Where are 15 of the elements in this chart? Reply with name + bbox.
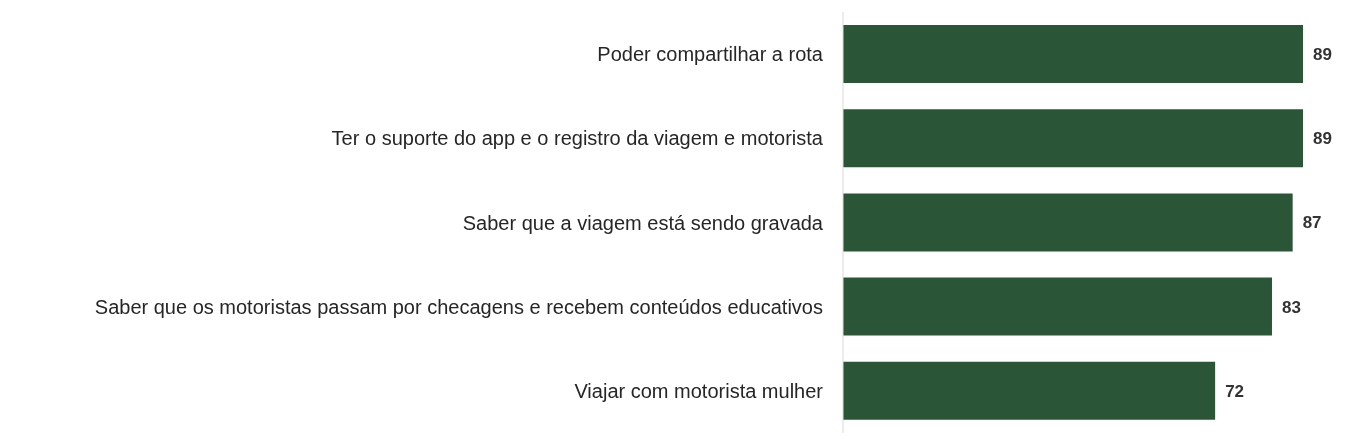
y-tick-label: Viajar com motorista mulher [574,380,824,402]
data-label: 89 [1313,45,1332,65]
data-label: 87 [1302,213,1322,233]
bar [843,277,1272,336]
bar [843,25,1303,83]
data-label: 83 [1281,297,1301,317]
data-label: 72 [1225,381,1245,401]
data-label: 89 [1313,129,1332,149]
bar [843,361,1216,420]
bar [843,193,1293,252]
y-tick-label: Poder compartilhar a rota [597,43,824,66]
bar [843,109,1303,168]
y-tick-label: Saber que os motoristas passam por checagens e recebem conteúdos educativos [94,295,823,318]
y-tick-label: Ter o suporte do app e o registro da viagem e motorista [331,127,824,150]
y-tick-label: Saber que a viagem está sendo gravada [462,211,824,234]
